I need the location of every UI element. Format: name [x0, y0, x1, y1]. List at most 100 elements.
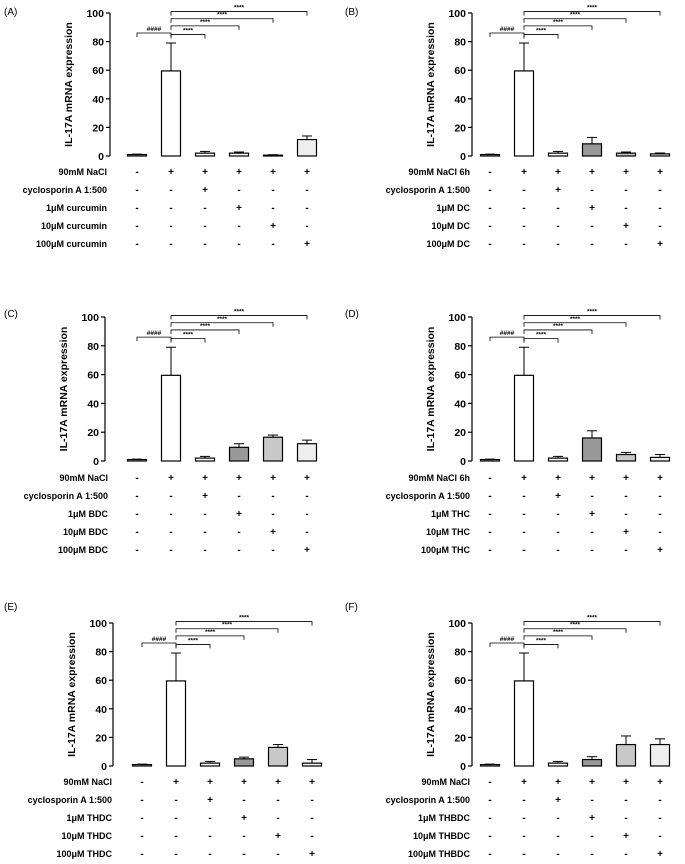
treatment-sign: -	[203, 221, 206, 232]
y-axis-title: IL-17A mRNA expression	[425, 327, 437, 452]
treatment-sign: -	[556, 221, 559, 232]
treatment-sign: +	[304, 545, 310, 556]
treatment-sign: -	[135, 185, 138, 196]
treatment-sign: -	[276, 813, 279, 824]
treatment-sign: -	[271, 491, 274, 502]
y-axis-title: IL-17A mRNA expression	[66, 632, 78, 757]
treatment-sign: -	[658, 831, 661, 842]
treatment-sign: -	[169, 203, 172, 214]
treatment-sign: -	[237, 545, 240, 556]
y-tick-label: 60	[454, 65, 466, 77]
treatment-sign: -	[658, 491, 661, 502]
treatment-sign: -	[556, 849, 559, 859]
y-tick-label: 100	[448, 8, 466, 20]
significance-label: ****	[587, 615, 598, 622]
significance-bracket	[170, 18, 274, 23]
bar	[296, 443, 318, 462]
significance-label: ****	[570, 316, 581, 323]
significance-bracket	[170, 322, 274, 327]
treatment-sign: -	[522, 795, 525, 806]
chart-panel: (B) IL-17A mRNA expression 0 20 40 60 80 100 ###…	[345, 5, 671, 250]
treatment-sign: -	[658, 203, 661, 214]
treatment-sign: -	[208, 849, 211, 859]
treatment-sign: -	[174, 831, 177, 842]
treatment-sign: -	[624, 813, 627, 824]
treatment-sign: -	[522, 509, 525, 520]
treatment-sign: -	[590, 221, 593, 232]
treatment-sign: +	[270, 221, 276, 232]
significance-label: ****	[205, 629, 216, 636]
bar	[581, 143, 603, 157]
treatment-sign: -	[488, 849, 491, 859]
significance-bracket	[136, 336, 172, 342]
treatment-sign: +	[555, 777, 561, 788]
significance-label: ****	[553, 19, 564, 26]
treatment-sign: -	[242, 831, 245, 842]
treatment-sign: +	[657, 239, 663, 250]
treatment-sign: -	[522, 203, 525, 214]
treatment-sign: -	[488, 473, 491, 484]
y-tick-label: 20	[92, 122, 104, 134]
treatment-sign: +	[589, 203, 595, 214]
y-tick-label: 80	[454, 37, 466, 49]
significance-bracket	[175, 644, 211, 649]
treatment-sign: +	[555, 795, 561, 806]
treatment-sign: +	[207, 777, 213, 788]
significance-label: ####	[500, 330, 515, 337]
significance-bracket	[489, 336, 525, 342]
treatment-row-label: 1μM DC	[436, 203, 470, 213]
treatment-row-label: 1μM curcumin	[46, 203, 107, 213]
treatment-sign: -	[590, 491, 593, 502]
treatment-sign: +	[236, 203, 242, 214]
treatment-sign: +	[270, 527, 276, 538]
treatment-sign: -	[169, 221, 172, 232]
treatment-sign: -	[140, 831, 143, 842]
treatment-sign: -	[488, 167, 491, 178]
treatment-row-label: cyclosporin A 1:500	[24, 491, 108, 501]
treatment-sign: -	[590, 239, 593, 250]
treatment-sign: -	[271, 545, 274, 556]
treatment-sign: -	[135, 473, 138, 484]
treatment-sign: -	[624, 203, 627, 214]
y-tick-label: 20	[454, 732, 466, 744]
treatment-sign: -	[522, 221, 525, 232]
treatment-sign: -	[624, 795, 627, 806]
treatment-sign: -	[522, 491, 525, 502]
bar	[649, 153, 671, 157]
significance-bracket	[523, 322, 627, 327]
significance-bracket	[170, 34, 206, 39]
bar	[513, 374, 535, 462]
y-axis-title: IL-17A mRNA expression	[425, 632, 437, 757]
y-tick-label: 80	[87, 341, 99, 353]
treatment-sign: -	[305, 203, 308, 214]
treatment-sign: -	[556, 831, 559, 842]
chart-panel: (F) IL-17A mRNA expression 0 20 40 60 80 100 ###…	[345, 602, 671, 860]
significance-bracket	[136, 32, 172, 38]
significance-bracket	[523, 635, 593, 640]
significance-bracket	[523, 338, 559, 343]
significance-bracket	[523, 644, 559, 649]
treatment-sign: -	[203, 203, 206, 214]
bar	[649, 456, 671, 462]
treatment-sign: -	[658, 509, 661, 520]
bar	[160, 70, 182, 157]
y-tick-label: 0	[460, 151, 466, 163]
treatment-sign: +	[657, 473, 663, 484]
y-tick-label: 20	[454, 122, 466, 134]
treatment-sign: +	[555, 185, 561, 196]
treatment-sign: -	[590, 185, 593, 196]
treatment-sign: -	[135, 491, 138, 502]
treatment-sign: -	[488, 221, 491, 232]
y-tick-label: 40	[454, 398, 466, 410]
treatment-sign: -	[276, 849, 279, 859]
treatment-sign: +	[623, 527, 629, 538]
treatment-sign: -	[169, 239, 172, 250]
treatment-sign: -	[624, 239, 627, 250]
y-tick-label: 40	[454, 704, 466, 716]
treatment-sign: +	[309, 777, 315, 788]
treatment-row-label: 1μM BDC	[68, 509, 109, 519]
treatment-sign: -	[237, 221, 240, 232]
bar	[165, 680, 187, 767]
bar	[199, 762, 221, 767]
treatment-row-label: 10μM THBDC	[413, 831, 471, 841]
